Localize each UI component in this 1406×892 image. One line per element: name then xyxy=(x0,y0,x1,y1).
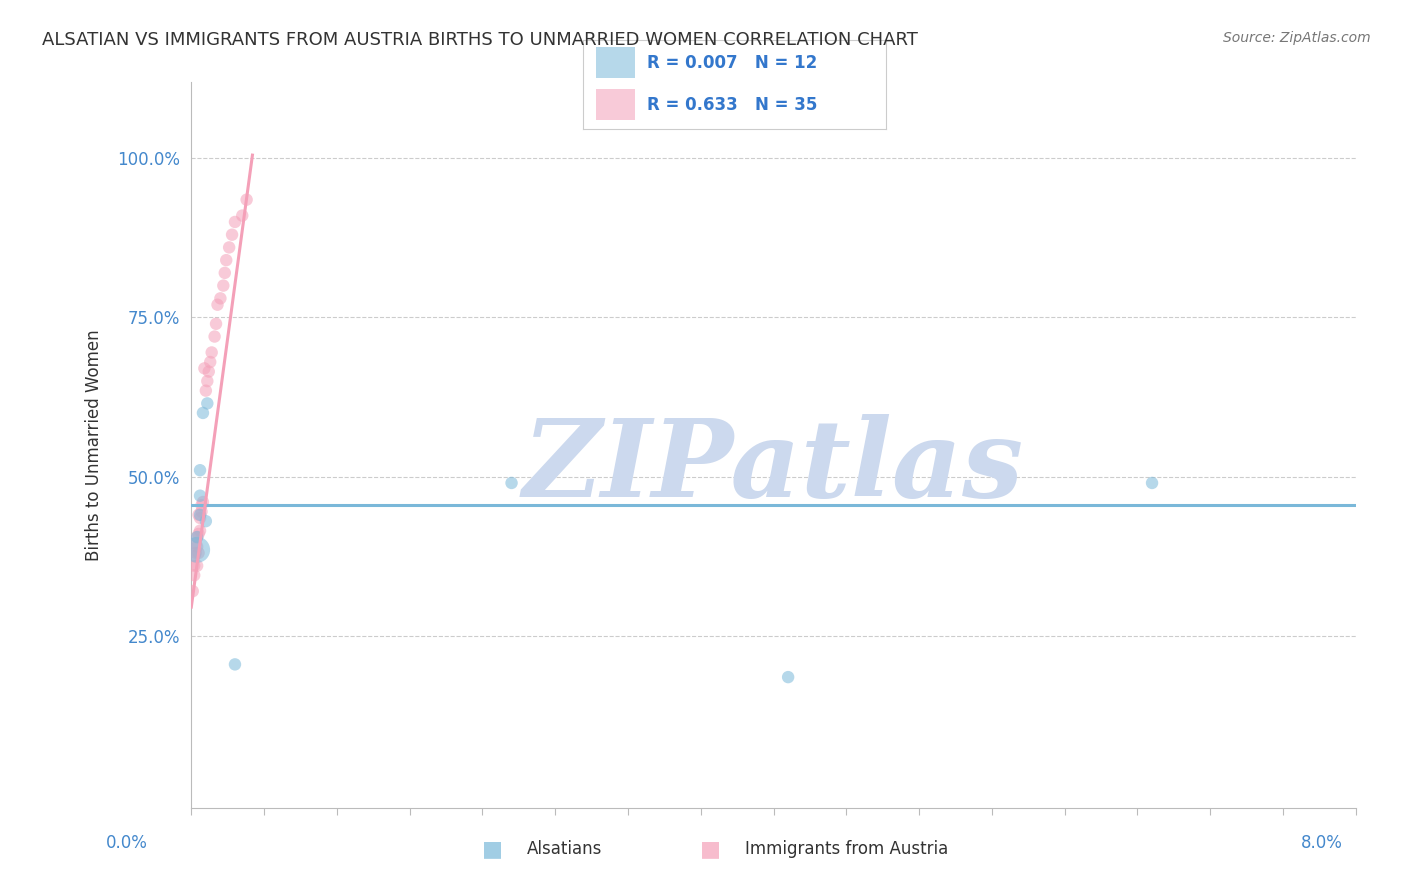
Point xyxy=(215,253,238,268)
Text: Alsatians: Alsatians xyxy=(527,840,603,858)
Point xyxy=(186,540,208,554)
Point xyxy=(187,508,209,522)
Text: R = 0.007   N = 12: R = 0.007 N = 12 xyxy=(647,54,817,72)
Point xyxy=(205,317,228,331)
Point xyxy=(186,558,208,573)
Point xyxy=(181,584,204,599)
Text: R = 0.633   N = 35: R = 0.633 N = 35 xyxy=(647,95,817,114)
Point xyxy=(190,505,212,519)
Text: ■: ■ xyxy=(700,839,720,859)
Point xyxy=(212,278,235,293)
Point xyxy=(235,193,257,207)
Point xyxy=(204,329,226,343)
Point xyxy=(214,266,236,280)
Point xyxy=(183,549,205,563)
Point xyxy=(201,345,224,359)
Point xyxy=(184,546,207,560)
Point xyxy=(218,240,240,254)
Y-axis label: Births to Unmarried Women: Births to Unmarried Women xyxy=(86,329,103,560)
Point xyxy=(195,374,218,388)
Text: 8.0%: 8.0% xyxy=(1301,834,1343,852)
Point xyxy=(191,406,214,420)
Point xyxy=(207,298,229,312)
Point xyxy=(188,489,211,503)
Point xyxy=(187,546,209,560)
Point xyxy=(193,361,215,376)
Point xyxy=(188,508,211,522)
Text: ZIPatlas: ZIPatlas xyxy=(523,414,1024,519)
Point xyxy=(183,558,205,573)
Point xyxy=(188,463,211,477)
Point xyxy=(184,536,207,550)
Point xyxy=(191,495,214,509)
Point xyxy=(188,511,211,525)
Point xyxy=(224,215,246,229)
Text: 0.0%: 0.0% xyxy=(105,834,148,852)
Point xyxy=(231,209,253,223)
Point xyxy=(186,542,208,557)
Point xyxy=(221,227,243,242)
Text: Immigrants from Austria: Immigrants from Austria xyxy=(745,840,949,858)
Point xyxy=(200,355,222,369)
Point xyxy=(224,657,246,672)
Text: Source: ZipAtlas.com: Source: ZipAtlas.com xyxy=(1223,31,1371,45)
Point xyxy=(197,365,219,379)
Bar xyxy=(596,47,636,78)
Point xyxy=(194,514,217,528)
Point xyxy=(186,530,208,544)
Text: ■: ■ xyxy=(482,839,502,859)
Point xyxy=(186,530,208,544)
Bar xyxy=(596,89,636,120)
Point xyxy=(778,670,800,684)
Point xyxy=(195,396,218,410)
Point xyxy=(190,498,212,512)
Point xyxy=(501,475,523,490)
Point xyxy=(187,527,209,541)
Point xyxy=(209,291,232,305)
Point xyxy=(1140,475,1163,490)
Point xyxy=(194,384,217,398)
Point xyxy=(183,568,205,582)
Text: ALSATIAN VS IMMIGRANTS FROM AUSTRIA BIRTHS TO UNMARRIED WOMEN CORRELATION CHART: ALSATIAN VS IMMIGRANTS FROM AUSTRIA BIRT… xyxy=(42,31,918,49)
Point xyxy=(188,524,211,538)
